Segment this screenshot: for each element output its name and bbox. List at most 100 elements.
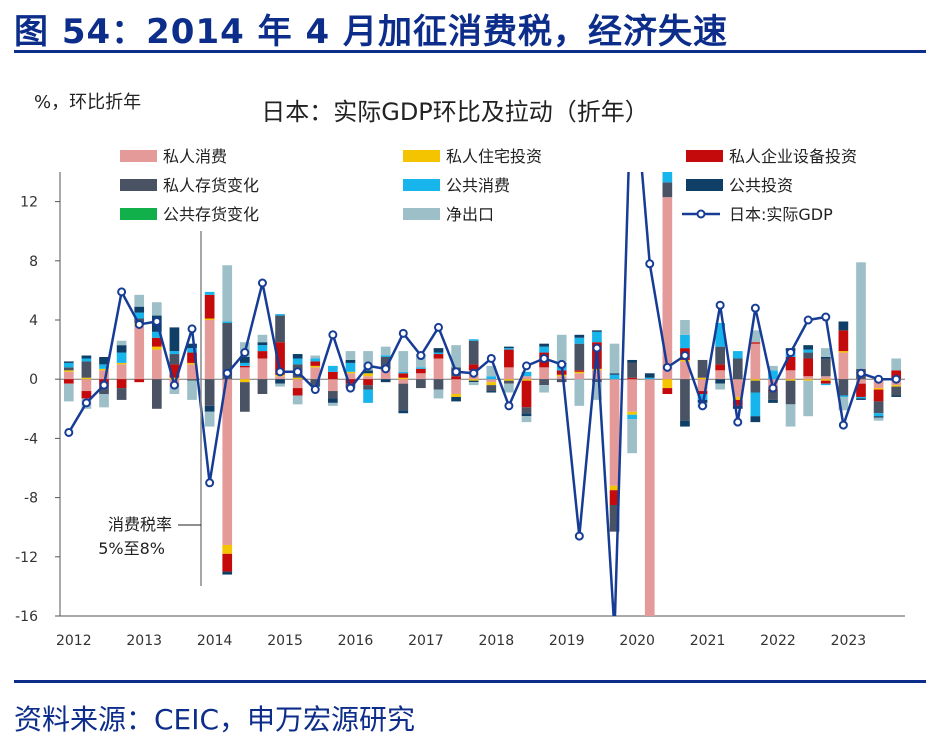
bar-segment — [81, 355, 92, 359]
gdp-point — [381, 364, 391, 374]
gdp-point — [205, 478, 215, 488]
bar-segment — [116, 364, 127, 380]
bar-segment — [81, 377, 92, 380]
bar-segment — [486, 382, 497, 386]
bar-segment — [873, 401, 884, 414]
bar-segment — [556, 379, 567, 383]
x-tick-label: 2018 — [478, 633, 514, 649]
bar-segment — [328, 391, 338, 399]
bar-segment — [592, 331, 602, 343]
bar-segment — [169, 351, 180, 355]
bar-segment — [873, 389, 884, 402]
bar-segment — [292, 379, 303, 389]
bar-segment — [697, 394, 708, 400]
bar-segment — [310, 358, 321, 362]
bar-segment — [328, 379, 338, 392]
gdp-point — [522, 361, 532, 371]
bar-segment — [134, 325, 145, 380]
bar-segment — [697, 359, 708, 378]
legend-item: 私人消费 — [120, 147, 227, 166]
bar-segment — [151, 302, 162, 316]
bar-segment — [592, 382, 602, 400]
bar-segment — [222, 553, 233, 572]
bar-segment — [732, 351, 743, 359]
bar-segment — [398, 373, 409, 378]
bar-segment — [662, 388, 673, 394]
bar-segment — [504, 346, 514, 349]
y-tick-label: 8 — [29, 254, 38, 270]
bar-segment — [644, 377, 655, 380]
gdp-point — [398, 328, 408, 338]
bar-segment — [363, 376, 373, 380]
bar-segment — [240, 357, 250, 363]
bar-segment — [486, 376, 497, 380]
bar-segment — [838, 321, 849, 331]
legend-swatch-marker — [696, 209, 706, 219]
bar-segment — [134, 379, 145, 383]
bar-segment — [416, 373, 426, 380]
gdp-point — [310, 385, 320, 395]
x-tick-label: 2020 — [619, 633, 655, 649]
gdp-point — [574, 531, 584, 541]
legend-item: 私人住宅投资 — [403, 147, 542, 166]
bar-segment — [222, 544, 233, 554]
legend-swatch — [120, 208, 157, 220]
gdp-point — [275, 367, 285, 377]
gdp-point — [539, 353, 549, 363]
bar-segment — [187, 380, 197, 400]
bar-segment — [609, 505, 620, 532]
bar-segment — [151, 379, 162, 409]
bar-segment — [328, 365, 338, 372]
bar-segment — [715, 383, 725, 390]
x-tick-label: 2023 — [831, 633, 867, 649]
bar-segment — [328, 371, 338, 380]
bar-segment — [856, 396, 866, 399]
bar-segment — [662, 182, 673, 198]
gdp-point — [187, 324, 197, 334]
bar-segment — [63, 370, 74, 372]
bar-segment — [116, 352, 127, 363]
bar-segment — [240, 382, 250, 412]
bar-segment — [838, 330, 849, 352]
bar-segment — [116, 388, 127, 400]
bar-segment — [803, 376, 814, 380]
bar-segment — [539, 385, 549, 393]
bar-segment — [768, 399, 778, 403]
bar-segment — [680, 334, 690, 349]
bar-segment — [820, 379, 831, 381]
bar-segment — [292, 354, 303, 359]
bar-segment — [803, 352, 814, 359]
bar-segment — [169, 377, 180, 380]
gdp-point — [504, 401, 514, 411]
bar-segment — [310, 367, 321, 380]
bar-segment — [99, 370, 109, 380]
bar-segment — [433, 352, 444, 355]
annotation-line1: 消费税率 — [108, 515, 172, 534]
bar-segment — [433, 354, 444, 359]
bar-segment — [222, 321, 233, 323]
bar-segment — [204, 411, 215, 427]
footer-rule — [14, 680, 926, 683]
y-tick-label: -4 — [24, 431, 38, 447]
bar-segment — [468, 380, 479, 383]
bar-segment — [398, 371, 409, 374]
bar-segment — [574, 379, 585, 406]
bar-segment — [750, 416, 761, 423]
bar-segment — [820, 376, 831, 380]
bar-segment — [680, 379, 690, 421]
bar-segment — [662, 197, 673, 380]
bar-segment — [697, 391, 708, 394]
bar-segment — [63, 362, 74, 368]
chart-title: 日本：实际GDP环比及拉动（折年） — [261, 98, 649, 126]
bar-segment — [609, 379, 620, 486]
bar-segment — [187, 343, 197, 349]
bar-segment — [873, 417, 884, 421]
gdp-point — [821, 312, 831, 322]
bar-segment — [504, 380, 514, 384]
y-tick-label: 0 — [29, 372, 38, 388]
x-tick-label: 2012 — [56, 633, 92, 649]
bar-segment — [592, 368, 602, 371]
bar-segment — [433, 358, 444, 380]
bar-segment — [468, 364, 479, 371]
